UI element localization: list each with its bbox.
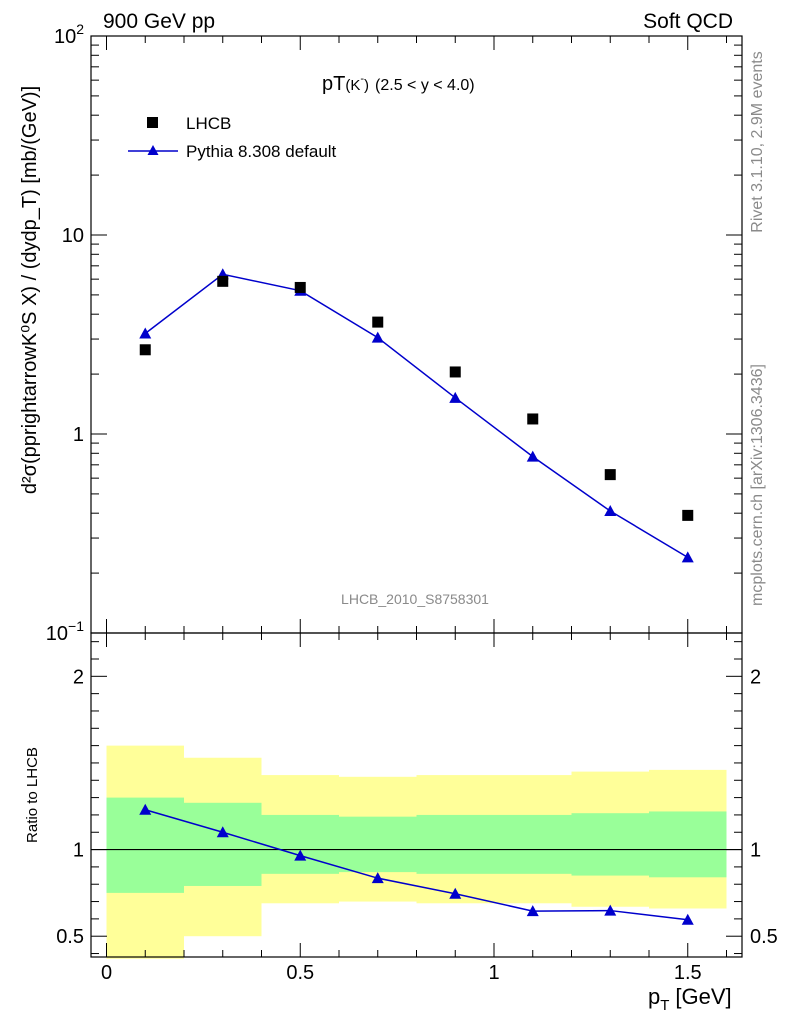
upper-y-tick-label: 102	[54, 21, 84, 48]
green-band	[571, 813, 649, 876]
mc-point	[449, 391, 462, 403]
ratio-point	[604, 904, 617, 916]
lower-y-tick-label-left: 2	[73, 666, 84, 688]
green-band	[416, 814, 494, 874]
green-band	[184, 802, 262, 886]
ratio-point	[526, 905, 539, 917]
x-axis-label: pT [GeV]	[648, 984, 732, 1014]
legend-data-label: LHCB	[186, 114, 231, 133]
green-band	[339, 816, 417, 873]
side-label-rivet: Rivet 3.1.10, 2.9M events	[749, 51, 766, 232]
x-tick-labels: 0 0.5 1 1.5	[101, 962, 702, 984]
ratio-point	[449, 887, 462, 899]
upper-y-tick-label: 10	[62, 225, 84, 247]
x-tick-label: 0	[101, 962, 112, 984]
lower-y-tick-label-right: 2	[750, 666, 761, 688]
upper-y-tick-label: 1	[73, 424, 84, 446]
side-label-mcplots: mcplots.cern.ch [arXiv:1306.3436]	[749, 364, 766, 606]
data-point	[139, 344, 151, 356]
upper-axis-ticks	[91, 36, 742, 634]
lower-axis-ticks	[91, 633, 742, 957]
lower-y-tick-label-right: 0.5	[750, 926, 778, 948]
upper-y-axis-label: d²σ(pprightarrowK⁰S X) / (dydp_T) [mb/(G…	[19, 86, 41, 494]
upper-y-tick-label: 10−1	[46, 618, 84, 645]
ratio-point	[139, 803, 152, 815]
mc-point	[371, 331, 384, 343]
upper-y-tick-exponent: 2	[76, 21, 84, 37]
upper-y-tick-base: 10	[46, 623, 68, 645]
x-axis-label-main: p	[648, 984, 660, 1009]
plot-title-sub: (K	[345, 77, 360, 94]
ratio-uncertainty-bands	[106, 745, 727, 959]
mc-point	[681, 551, 694, 563]
upper-y-tick-base: 10	[54, 26, 76, 48]
legend-data-marker	[147, 117, 158, 128]
plot-title-main: pT	[322, 73, 345, 95]
header-right-label: Soft QCD	[643, 10, 733, 33]
ratio-curve	[145, 809, 688, 921]
x-tick-label: 1	[488, 962, 499, 984]
lower-y-axis-label: Ratio to LHCB	[24, 747, 41, 843]
green-band	[494, 814, 572, 874]
x-axis-label-sub: T	[660, 997, 669, 1014]
lower-data-layer	[139, 803, 694, 925]
ratio-point	[294, 849, 307, 861]
legend: LHCB Pythia 8.308 default	[128, 114, 337, 161]
data-point	[217, 275, 229, 287]
lower-y-tick-label-right: 1	[750, 840, 761, 862]
lower-y-tick-label-left: 0.5	[56, 926, 84, 948]
upper-y-tick-exponent: −1	[68, 618, 84, 634]
ratio-point	[681, 913, 694, 925]
mc-point	[139, 327, 152, 339]
mc-curve	[144, 273, 689, 558]
green-band	[261, 814, 339, 874]
mc-point	[604, 505, 617, 517]
data-point	[294, 281, 306, 293]
plot-title-sup: -	[360, 73, 364, 85]
data-point	[449, 366, 461, 378]
lower-y-tick-labels: 0.5 0.5 1 1 2 2	[56, 666, 778, 948]
mc-point	[526, 450, 539, 462]
plot-title: pT(K-) (2.5 < y < 4.0)	[322, 73, 475, 95]
legend-mc-label: Pythia 8.308 default	[186, 142, 337, 161]
upper-data-layer	[139, 268, 694, 563]
lower-y-tick-label-left: 1	[73, 840, 84, 862]
data-point	[527, 413, 539, 425]
ratio-point	[216, 826, 229, 838]
legend-mc-marker	[147, 145, 159, 155]
ratio-point	[371, 872, 384, 884]
data-point	[604, 469, 616, 481]
plot-title-close: )	[364, 77, 369, 94]
plot-title-range: (2.5 < y < 4.0)	[375, 77, 475, 94]
x-tick-label: 0.5	[286, 962, 314, 984]
data-point	[372, 316, 384, 328]
x-tick-label: 1.5	[674, 962, 702, 984]
lower-panel: 0.5 0.5 1 1 2 2 0 0.5 1 1.5 Ratio to LHCB pT [GeV…	[24, 632, 778, 1014]
green-band	[649, 811, 727, 878]
header-left-label: 900 GeV pp	[103, 10, 215, 33]
analysis-watermark: LHCB_2010_S8758301	[341, 591, 489, 607]
lower-frame	[90, 632, 743, 958]
x-axis-label-unit: [GeV]	[675, 984, 731, 1009]
data-point	[682, 509, 694, 521]
